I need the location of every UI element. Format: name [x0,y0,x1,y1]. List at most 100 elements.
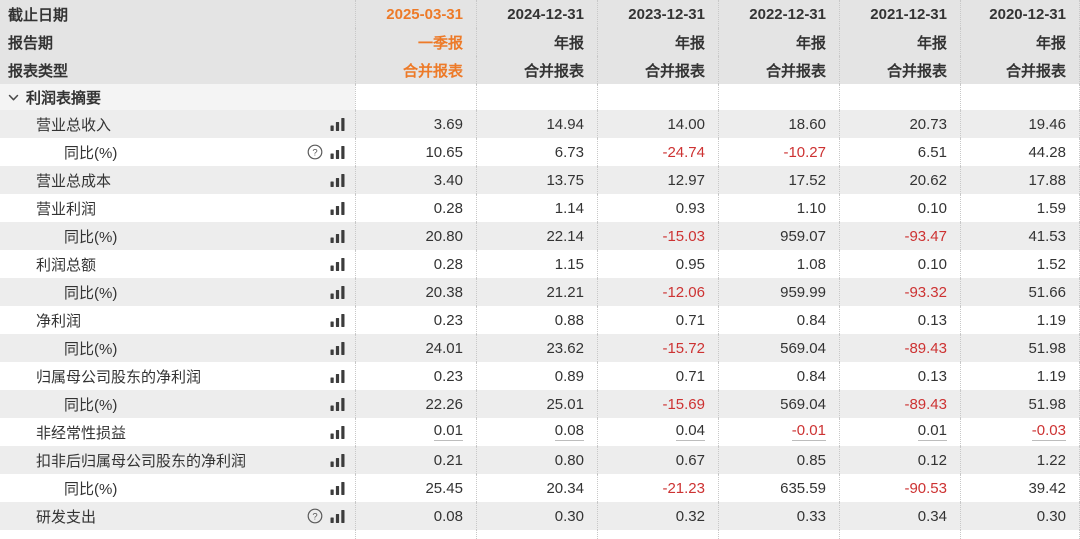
value-text: 0.95 [675,255,705,273]
value-text: 0.13 [917,367,947,385]
bar-chart-icon[interactable] [330,285,345,299]
section-title: 利润表摘要 [26,89,102,107]
bar-chart-icon[interactable] [330,509,345,523]
section-header: 利润表摘要 [0,84,355,110]
bar-chart-icon[interactable] [330,453,345,467]
value-cell: -10.27 [718,138,839,166]
row-icons [330,117,345,131]
value-text: 10.65 [425,143,463,161]
value-text: 959.07 [780,227,826,245]
value-cell: 569.04 [718,334,839,362]
question-mark-icon[interactable]: ? [307,508,323,524]
column-type: 合并报表 [718,56,839,84]
section-empty-cell [839,84,960,110]
table-row: 营业总成本 3.40 13.75 12.97 17.52 20.62 17.88 [0,166,1080,194]
value-text: 0.67 [675,451,705,469]
section-empty-cell [718,84,839,110]
column-type-text: 合并报表 [886,62,947,80]
column-period-text: 年报 [674,34,705,52]
column-period-text: 年报 [553,34,584,52]
value-cell: 959.99 [718,278,839,306]
column-period: 年报 [960,28,1080,56]
value-text: 0.12 [917,451,947,469]
value-text: 22.14 [546,227,584,245]
value-cell: 0.67 [597,446,718,474]
value-cell: 0.23 [355,362,476,390]
header-row-label: 报告期 [0,28,355,56]
bar-chart-icon[interactable] [330,201,345,215]
value-cell: -89.43 [839,390,960,418]
row-label: 归属母公司股东的净利润 [36,368,202,386]
value-text: -15.03 [662,227,705,245]
table-row: 同比(%) 25.45 20.34 -21.23 635.59 -90.53 39.42 [0,474,1080,502]
value-cell: 24.01 [355,334,476,362]
bar-chart-icon[interactable] [330,425,345,439]
value-text: -0.01 [791,422,826,441]
value-cell: 1.08 [718,250,839,278]
row-label-cell: 扣非后归属母公司股东的净利润 [0,446,355,474]
bar-chart-icon[interactable] [330,397,345,411]
row-label: 营业总收入 [36,116,112,134]
row-label-cell: 利润总额 [0,250,355,278]
bar-chart-icon[interactable] [330,145,345,159]
bar-chart-icon[interactable] [330,341,345,355]
question-mark-icon[interactable]: ? [307,144,323,160]
value-cell: 20.73 [839,110,960,138]
bar-chart-icon[interactable] [330,229,345,243]
chevron-down-icon[interactable] [8,92,19,103]
row-label: 非经常性损益 [36,424,127,442]
value-cell: 0.21 [355,446,476,474]
bar-chart-icon[interactable] [330,369,345,383]
value-cell: 0.28 [355,250,476,278]
column-date-text: 2022-12-31 [749,5,826,23]
bar-chart-icon[interactable] [330,313,345,327]
header-row-label: 报表类型 [0,56,355,84]
section-empty-cell [355,84,476,110]
column-period: 年报 [839,28,960,56]
value-text: 0.34 [917,507,947,525]
value-text: 17.88 [1028,171,1066,189]
value-text: 0.13 [917,311,947,329]
value-text: -93.32 [904,283,947,301]
value-cell: 0.32 [597,502,718,530]
value-cell: 1.15 [476,250,597,278]
value-cell: 3.40 [355,166,476,194]
column-type: 合并报表 [476,56,597,84]
row-icons [330,201,345,215]
row-label: 同比(%) [64,340,118,358]
row-label-cell: 同比(%)? [0,138,355,166]
value-cell: 0.01 [839,418,960,446]
value-text: 569.04 [780,395,826,413]
row-icons [330,173,345,187]
row-icons [330,425,345,439]
value-cell: 0.33 [718,502,839,530]
value-cell: -0.03 [960,418,1080,446]
value-cell: 22.14 [476,222,597,250]
value-cell: 0.95 [597,250,718,278]
table-row: 非经常性损益 0.01 0.08 0.04 -0.01 0.01 -0.03 [0,418,1080,446]
row-label-cell: 净利润 [0,306,355,334]
value-cell: 20.80 [355,222,476,250]
value-text: 13.75 [546,171,584,189]
value-text: -15.72 [662,339,705,357]
bar-chart-icon[interactable] [330,481,345,495]
bar-chart-icon[interactable] [330,173,345,187]
value-cell: 0.71 [597,306,718,334]
bar-chart-icon[interactable] [330,117,345,131]
column-type: 合并报表 [355,56,476,84]
value-cell: 0.34 [839,502,960,530]
row-label: 净利润 [36,312,82,330]
bar-chart-icon[interactable] [330,257,345,271]
partial-cell [839,530,960,539]
value-cell: -12.06 [597,278,718,306]
value-cell: 51.98 [960,390,1080,418]
partial-row [0,530,1080,539]
value-cell: -15.72 [597,334,718,362]
value-cell: -93.47 [839,222,960,250]
value-cell: 0.93 [597,194,718,222]
partial-cell [718,530,839,539]
value-text: 0.84 [796,311,826,329]
table-row: 同比(%) 20.80 22.14 -15.03 959.07 -93.47 41.53 [0,222,1080,250]
value-text: 1.22 [1036,451,1066,469]
table-header-row: 截止日期 2025-03-31 2024-12-31 2023-12-31 2022-1… [0,0,1080,28]
